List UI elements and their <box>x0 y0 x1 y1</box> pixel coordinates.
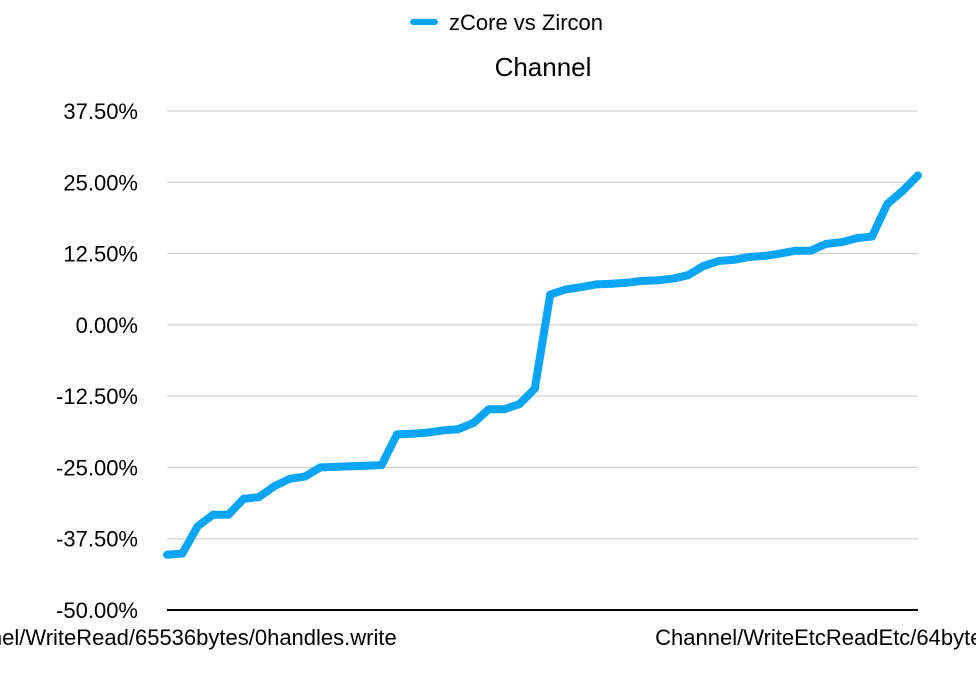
data-point <box>714 257 723 265</box>
data-point <box>668 274 677 283</box>
data-point <box>392 430 401 439</box>
data-point <box>883 200 892 208</box>
y-tick-label: 12.50% <box>63 242 138 267</box>
x-axis-ticks: Channel/WriteRead/65536bytes/0handles.wr… <box>0 625 976 650</box>
data-point <box>653 276 662 285</box>
data-point <box>898 186 907 195</box>
data-point <box>285 474 294 483</box>
y-axis-ticks: 37.50% 25.00% 12.50% 0.00% -12.50% -25.00% -37… <box>56 99 138 623</box>
y-tick-label: -37.50% <box>56 527 138 552</box>
data-point <box>868 232 876 241</box>
data-point <box>576 283 585 292</box>
data-point <box>438 426 447 435</box>
data-point <box>454 425 463 434</box>
y-tick-label: -50.00% <box>56 598 138 623</box>
data-point <box>699 262 708 271</box>
data-point <box>331 462 340 471</box>
x-tick-label: Channel/WriteRead/65536bytes/0handles.wr… <box>0 625 397 650</box>
data-point <box>178 549 187 558</box>
y-tick-label: -25.00% <box>56 455 138 480</box>
data-point <box>500 405 509 414</box>
chart-title: Channel <box>495 52 592 82</box>
data-point <box>484 405 493 414</box>
data-point <box>239 494 248 503</box>
legend: zCore vs Zircon <box>410 10 603 35</box>
data-point <box>423 428 432 437</box>
data-point <box>776 249 785 258</box>
x-tick-label: Channel/WriteEtcReadEtc/64bytes/0handles <box>655 625 976 650</box>
data-point <box>163 550 171 559</box>
legend-label: zCore vs Zircon <box>449 10 603 35</box>
data-point <box>408 429 417 438</box>
data-point <box>822 239 830 248</box>
data-point <box>270 482 279 491</box>
data-point <box>515 400 524 409</box>
data-point <box>561 285 570 294</box>
data-point <box>760 251 769 260</box>
data-point <box>730 255 739 264</box>
data-point <box>914 171 922 180</box>
data-point <box>300 472 309 481</box>
y-tick-label: 37.50% <box>63 99 138 124</box>
y-tick-label: -12.50% <box>56 384 138 409</box>
y-tick-label: 0.00% <box>76 313 138 338</box>
data-point <box>362 461 371 470</box>
data-point <box>837 238 846 247</box>
data-point <box>316 463 325 472</box>
data-point <box>377 461 386 470</box>
data-point <box>209 510 217 519</box>
data-point <box>607 279 616 288</box>
data-point <box>546 290 555 299</box>
series-line-zcore-vs-zircon <box>166 172 921 559</box>
data-point <box>469 418 478 427</box>
data-point <box>346 462 355 471</box>
data-point <box>684 271 693 280</box>
data-point <box>530 384 539 393</box>
data-point <box>592 280 601 289</box>
y-tick-label: 25.00% <box>63 170 138 195</box>
data-point <box>745 253 754 261</box>
data-point <box>791 246 800 255</box>
data-point <box>224 510 233 519</box>
data-point <box>806 246 815 255</box>
data-point <box>622 278 631 287</box>
data-point <box>852 234 861 243</box>
data-point <box>638 276 647 285</box>
data-point <box>255 493 263 502</box>
data-point <box>193 522 202 531</box>
series-layer <box>163 171 922 559</box>
